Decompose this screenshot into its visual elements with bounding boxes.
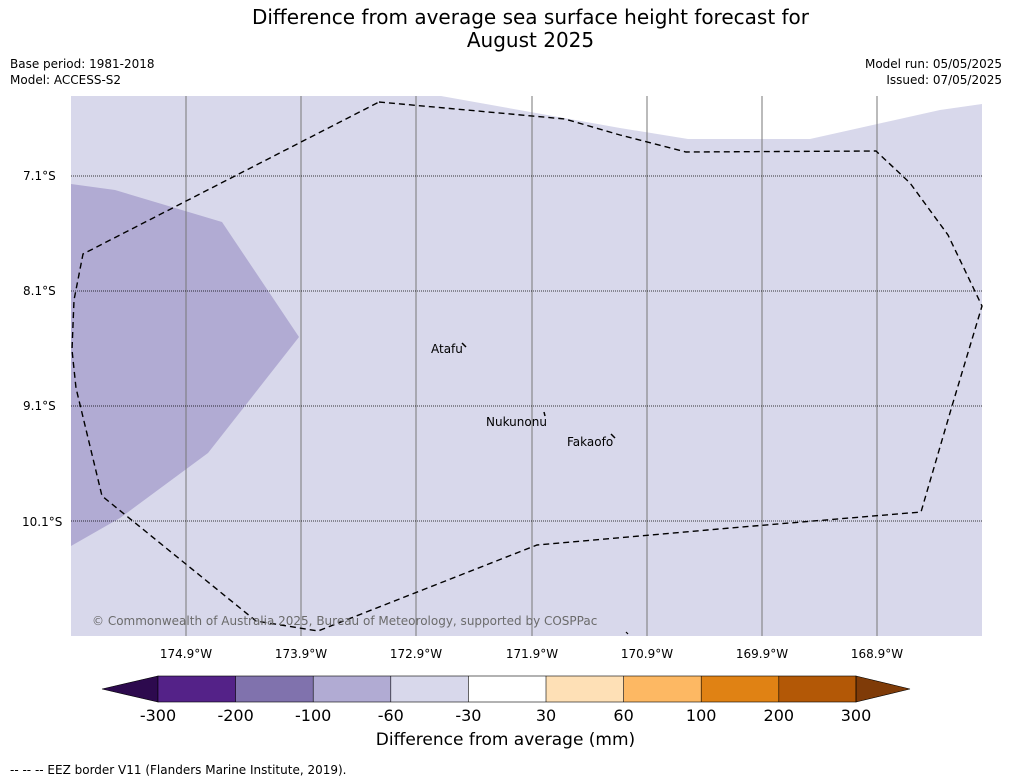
title-line-2: August 2025 bbox=[466, 28, 595, 52]
title-line-1: Difference from average sea surface heig… bbox=[251, 5, 810, 29]
colorbar-segment-4 bbox=[390, 676, 469, 702]
issued-date: Issued: 07/05/2025 bbox=[886, 73, 1002, 87]
meta-right: Model run: 05/05/2025 Issued: 07/05/2025 bbox=[865, 56, 1002, 88]
lon-label-168-9: 168.9°W bbox=[850, 647, 904, 661]
island-label-fakaofo: Fakaofo bbox=[567, 435, 614, 449]
eez-border bbox=[71, 101, 983, 632]
sea-height-band-dark bbox=[71, 184, 299, 546]
lat-label-8-1: 8.1°S bbox=[23, 284, 56, 298]
model-run: Model run: 05/05/2025 bbox=[864, 57, 1002, 71]
colorbar-segment-9 bbox=[778, 676, 856, 702]
chart-title: Difference from average sea surface heig… bbox=[0, 6, 1011, 52]
fakaofo-island-shape bbox=[610, 433, 616, 439]
model-name: Model: ACCESS-S2 bbox=[10, 73, 122, 87]
copyright-notice: © Commonwealth of Australia 2025, Bureau… bbox=[92, 614, 598, 628]
nukunonu-island-shape bbox=[543, 411, 546, 417]
island-label-atafu: Atafu bbox=[431, 342, 463, 356]
lat-label-9-1: 9.1°S bbox=[23, 399, 56, 413]
colorbar-tick: 300 bbox=[840, 706, 872, 725]
eez-legend-note: -- -- -- EEZ border V11 (Flanders Marine… bbox=[10, 763, 347, 777]
small-islet-shape bbox=[625, 631, 629, 635]
lon-label-170-9: 170.9°W bbox=[620, 647, 674, 661]
colorbar-segment-7 bbox=[623, 676, 702, 702]
lat-label-10-1: 10.1°S bbox=[22, 515, 63, 529]
colorbar-tick: -300 bbox=[139, 706, 177, 725]
colorbar-extend-low bbox=[101, 675, 159, 703]
base-period: Base period: 1981-2018 bbox=[10, 57, 155, 71]
colorbar-segment-6 bbox=[546, 676, 624, 702]
colorbar bbox=[101, 675, 911, 703]
colorbar-segment-8 bbox=[701, 676, 779, 702]
lon-label-169-9: 169.9°W bbox=[735, 647, 789, 661]
lon-label-173-9: 173.9°W bbox=[274, 647, 328, 661]
colorbar-tick: -30 bbox=[455, 706, 482, 725]
lat-label-7-1: 7.1°S bbox=[23, 169, 56, 183]
colorbar-tick: -60 bbox=[377, 706, 404, 725]
colorbar-segment-2 bbox=[235, 676, 314, 702]
meta-left: Base period: 1981-2018 Model: ACCESS-S2 bbox=[10, 56, 155, 88]
colorbar-segment-1 bbox=[158, 676, 236, 702]
colorbar-tick: -200 bbox=[217, 706, 254, 725]
colorbar-tick: 100 bbox=[685, 706, 717, 725]
colorbar-tick: 30 bbox=[535, 706, 557, 725]
lon-label-171-9: 171.9°W bbox=[505, 647, 559, 661]
colorbar-tick: 200 bbox=[763, 706, 795, 725]
sea-height-band-light bbox=[71, 96, 982, 636]
colorbar-label: Difference from average (mm) bbox=[375, 730, 636, 750]
colorbar-tick: 60 bbox=[613, 706, 634, 725]
colorbar-segment-5 bbox=[468, 676, 546, 702]
island-label-nukunonu: Nukunonu bbox=[486, 415, 547, 429]
colorbar-outline bbox=[157, 675, 857, 703]
atafu-island-shape bbox=[461, 342, 467, 348]
lon-label-174-9: 174.9°W bbox=[159, 647, 213, 661]
meridian-lines bbox=[185, 96, 878, 636]
colorbar-segment-3 bbox=[313, 676, 391, 702]
colorbar-tick: -100 bbox=[295, 706, 332, 725]
colorbar-extend-high bbox=[855, 675, 911, 703]
lon-label-172-9: 172.9°W bbox=[389, 647, 443, 661]
